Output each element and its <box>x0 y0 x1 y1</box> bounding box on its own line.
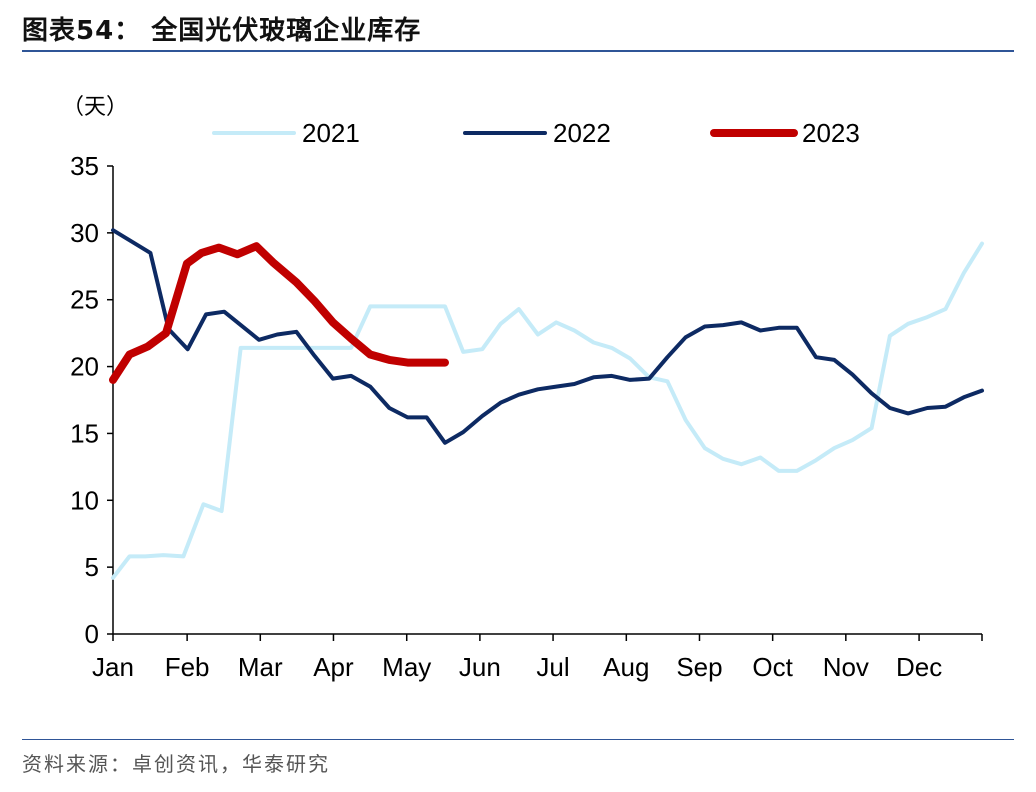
x-tick-label: Sep <box>676 652 722 682</box>
y-tick-label: 5 <box>85 552 99 582</box>
series-line-2022 <box>111 228 984 445</box>
x-tick-label: Dec <box>896 652 942 682</box>
x-tick-label: Mar <box>238 652 283 682</box>
line-chart: 0 5 10 15 20 25 30 35 （天） Jan Feb Mar Apr May Jun Jul Au… <box>62 94 984 682</box>
x-tick-label: Feb <box>165 652 210 682</box>
x-tick-label: Apr <box>313 652 354 682</box>
series-line-2021 <box>111 241 984 580</box>
x-tick-label: Jan <box>92 652 134 682</box>
y-tick-label: 25 <box>70 285 99 315</box>
x-tick-label: Oct <box>752 652 793 682</box>
x-tick-label: Aug <box>603 652 649 682</box>
source-note: 资料来源：卓创资讯，华泰研究 <box>22 752 330 776</box>
y-tick-label: 30 <box>70 218 99 248</box>
footer-rule <box>22 739 1014 740</box>
x-tick-label: May <box>382 652 431 682</box>
figure-title: 图表54： 全国光伏玻璃企业库存 <box>22 16 422 46</box>
legend-label-2021: 2021 <box>302 118 360 148</box>
x-tick-label: Nov <box>823 652 869 682</box>
series-line-2023 <box>109 242 449 384</box>
legend-label-2023: 2023 <box>802 118 860 148</box>
legend-label-2022: 2022 <box>553 118 611 148</box>
y-axis-unit-label: （天） <box>62 94 128 119</box>
y-tick-label: 10 <box>70 485 99 515</box>
y-tick-label: 20 <box>70 352 99 382</box>
y-tick-label: 0 <box>85 619 99 649</box>
y-tick-label: 35 <box>70 151 99 181</box>
x-tick-label: Jun <box>459 652 501 682</box>
title-rule <box>22 50 1014 52</box>
x-tick-label: Jul <box>536 652 569 682</box>
y-tick-label: 15 <box>70 418 99 448</box>
